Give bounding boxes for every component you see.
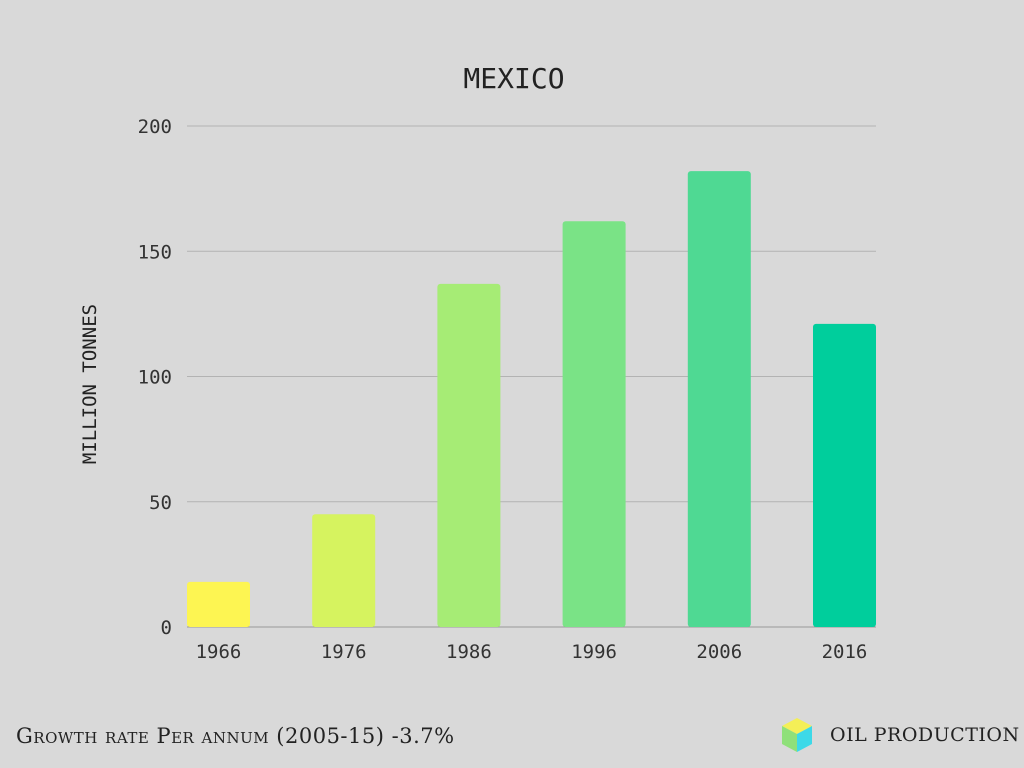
y-axis-ticks: 0 50 100 150 200: [138, 116, 172, 639]
y-tick-label: 100: [138, 367, 172, 389]
chart-title: MEXICO: [463, 62, 564, 95]
bar-1966: [187, 581, 250, 627]
x-tick-label: 1966: [196, 641, 242, 663]
x-tick-label: 1996: [571, 641, 617, 663]
bar-1986: [437, 283, 501, 627]
bar-2016: [813, 323, 876, 627]
y-tick-label: 150: [138, 241, 172, 263]
bars: [187, 171, 876, 627]
y-tick-label: 0: [161, 617, 172, 639]
category-label: OIL PRODUCTION: [830, 724, 1020, 746]
growth-rate-note: Growth rate Per annum (2005-15) -3.7%: [16, 724, 455, 748]
y-tick-label: 200: [138, 116, 172, 138]
x-tick-label: 2016: [822, 641, 868, 663]
x-axis-ticks: 1966 1976 1986 1996 2006 2016: [196, 641, 868, 663]
y-axis-label: MILLION TONNES: [79, 304, 101, 464]
x-tick-label: 1986: [446, 641, 492, 663]
category-legend: OIL PRODUCTION: [780, 716, 1020, 754]
cube-icon: [782, 718, 812, 752]
bar-2006: [687, 171, 751, 627]
bar-1976: [312, 514, 376, 627]
bar-1996: [562, 221, 626, 627]
gridlines: [187, 125, 876, 628]
x-tick-label: 1976: [321, 641, 367, 663]
y-tick-label: 50: [149, 492, 172, 514]
x-tick-label: 2006: [696, 641, 742, 663]
